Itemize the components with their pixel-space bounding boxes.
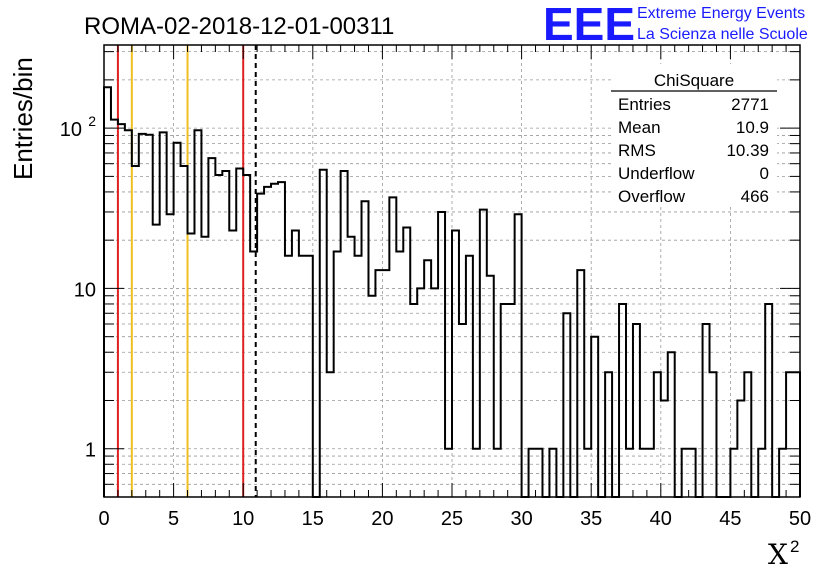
chart-title: ROMA-02-2018-12-01-00311 bbox=[84, 13, 394, 40]
stats-value: 10.39 bbox=[726, 141, 769, 160]
histogram-bin bbox=[320, 170, 327, 497]
histogram-bin bbox=[201, 237, 208, 497]
histogram-bin bbox=[633, 324, 640, 497]
x-tick-label: 15 bbox=[302, 508, 324, 530]
histogram-bin bbox=[292, 230, 299, 497]
stats-value: 10.9 bbox=[736, 118, 769, 137]
histogram-bin bbox=[236, 168, 243, 497]
histogram-bin bbox=[174, 143, 181, 497]
histogram-bin bbox=[703, 324, 710, 497]
x-axis-label-symbol: X bbox=[768, 538, 788, 571]
eee-logo: EEE Extreme Energy Events La Scienza nel… bbox=[543, 0, 808, 50]
stats-box-background bbox=[611, 64, 777, 204]
histogram-bin bbox=[299, 256, 306, 497]
histogram-bin bbox=[118, 124, 125, 497]
histogram-bin bbox=[605, 372, 612, 497]
x-tick-label: 0 bbox=[98, 508, 109, 530]
histogram-bin bbox=[368, 296, 375, 497]
x-tick-label: 30 bbox=[510, 508, 532, 530]
histogram-bin bbox=[208, 158, 215, 497]
x-tick-label: 45 bbox=[719, 508, 741, 530]
histogram-bin bbox=[786, 372, 793, 497]
histogram-bin bbox=[591, 337, 598, 497]
stats-box: ChiSquare Entries 2771 Mean 10.9 RMS 10.39 Und… bbox=[611, 64, 777, 206]
histogram-bin bbox=[341, 171, 348, 497]
axes: 0 5 10 15 20 25 30 35 40 45 50 1 10 10 2 bbox=[60, 45, 811, 530]
histogram-bin bbox=[167, 214, 174, 497]
y-tick-label-exponent: 2 bbox=[88, 113, 96, 129]
histogram-bin bbox=[278, 182, 285, 497]
histogram-bin bbox=[480, 210, 487, 497]
x-tick-label: 40 bbox=[650, 508, 672, 530]
histogram-bin bbox=[132, 166, 139, 497]
x-tick-label: 50 bbox=[789, 508, 811, 530]
x-axis-label: X 2 bbox=[768, 537, 799, 571]
histogram-bin bbox=[487, 276, 494, 497]
histogram-bin bbox=[306, 256, 313, 497]
reference-lines bbox=[116, 45, 257, 497]
histogram-bin bbox=[160, 132, 167, 497]
x-axis-label-superscript: 2 bbox=[790, 537, 799, 556]
histogram-bin bbox=[793, 372, 800, 497]
stats-label: RMS bbox=[618, 141, 656, 160]
histogram-bin bbox=[104, 87, 111, 497]
histogram-bin bbox=[362, 201, 369, 497]
histogram-bin bbox=[744, 372, 751, 497]
x-tick-label: 25 bbox=[441, 508, 463, 530]
stats-label: Underflow bbox=[618, 164, 695, 183]
logo-letters: EEE bbox=[543, 0, 635, 50]
logo-line-2: La Scienza nelle Scuole bbox=[637, 26, 808, 43]
stats-label: Overflow bbox=[618, 187, 686, 206]
y-tick-label: 1 bbox=[85, 440, 96, 462]
x-tick-label: 35 bbox=[580, 508, 602, 530]
histogram-bin bbox=[146, 135, 153, 497]
histogram-bin bbox=[348, 237, 355, 497]
x-tick-label: 20 bbox=[371, 508, 393, 530]
histogram-bin bbox=[181, 166, 188, 497]
stats-value: 466 bbox=[741, 187, 769, 206]
x-tick-label: 10 bbox=[232, 508, 254, 530]
stats-value: 2771 bbox=[731, 95, 769, 114]
x-tick-label: 5 bbox=[168, 508, 179, 530]
histogram-bin bbox=[327, 372, 334, 497]
y-axis-label: Entries/bin bbox=[8, 57, 38, 180]
histogram-bin bbox=[563, 313, 570, 497]
histogram-bin bbox=[222, 171, 229, 497]
histogram-bin bbox=[271, 184, 278, 497]
histogram-bin bbox=[139, 134, 146, 497]
histogram-bin bbox=[515, 214, 522, 497]
stats-box-title: ChiSquare bbox=[654, 71, 734, 90]
histogram-bin bbox=[452, 230, 459, 497]
stats-label: Entries bbox=[618, 95, 671, 114]
stats-label: Mean bbox=[618, 118, 661, 137]
histogram-bin bbox=[654, 372, 661, 497]
histogram-bin bbox=[403, 227, 410, 497]
histogram-bin bbox=[389, 197, 396, 497]
histogram-bin bbox=[355, 256, 362, 497]
histogram-bin bbox=[229, 230, 236, 497]
stats-value: 0 bbox=[760, 164, 769, 183]
histogram-bin bbox=[264, 187, 271, 497]
histogram-bin bbox=[285, 256, 292, 497]
histogram-bin bbox=[417, 288, 424, 497]
histogram-bin bbox=[459, 324, 466, 497]
histogram-bin bbox=[438, 212, 445, 497]
histogram-bin bbox=[431, 288, 438, 497]
histogram-bin bbox=[188, 234, 195, 497]
y-tick-label: 10 bbox=[74, 279, 96, 301]
histogram-bin bbox=[466, 256, 473, 497]
histogram-bin bbox=[668, 352, 675, 497]
histogram-bin bbox=[710, 372, 717, 497]
histogram-bin bbox=[257, 194, 264, 497]
logo-line-1: Extreme Energy Events bbox=[637, 5, 805, 22]
y-tick-label: 10 bbox=[60, 119, 82, 141]
